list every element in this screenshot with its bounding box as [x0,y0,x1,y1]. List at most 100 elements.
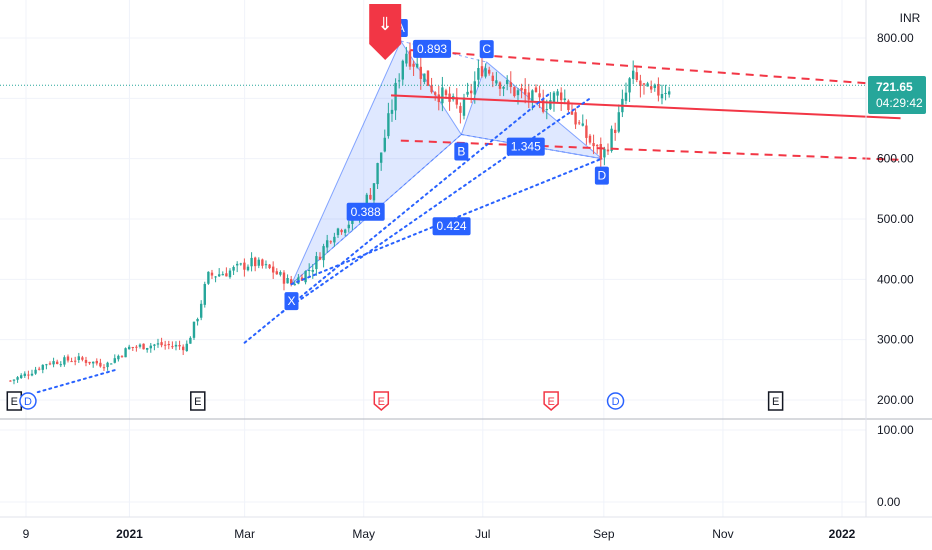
candle-body [243,262,246,270]
candle-body [63,357,66,365]
candle-body [347,224,350,229]
candle-body [210,272,214,276]
candle-body [41,364,44,370]
candle-body [592,143,595,147]
candle-body [84,359,88,363]
candle-body [441,87,444,104]
candle-body [246,266,250,271]
candle-body [59,364,62,366]
candle-body [649,86,653,90]
candle-body [318,256,322,260]
last-price-label: 721.65 [876,80,913,94]
candle-body [16,377,19,380]
candle-body [628,78,631,93]
event-marker-e: E [767,391,784,411]
candle-body [581,123,584,126]
candle-body [12,379,16,381]
lower-tick-label: 0.00 [877,495,901,509]
candle-body [520,88,523,91]
candle-body [646,83,649,87]
candle-body [156,343,160,345]
candle-body [304,270,307,283]
candle-body [203,283,206,305]
grid-lines [0,0,866,517]
candle-body [192,321,196,338]
candle-body [196,318,199,322]
time-tick-label: 2021 [116,527,143,541]
candle-body [401,60,404,80]
candle-body [174,344,178,347]
candle-body [217,274,221,277]
channel-lower-line [400,139,901,161]
pattern-point-label: C [482,42,491,56]
candle-body [412,63,415,67]
candle-body [444,90,448,96]
event-letter: D [24,396,32,408]
candle-body [138,344,142,347]
candle-body [88,361,91,364]
earnings-tag [543,391,559,411]
candle-body [189,337,192,344]
harmonic-pattern [291,39,604,285]
dotted-trend-line [36,368,117,394]
lower-tick-label: 100.00 [877,423,914,437]
pattern-point-b: B [454,142,469,161]
earnings-tag [373,391,390,411]
candle-body [185,343,188,352]
candle-body [271,266,275,273]
candle-body [95,360,98,364]
pattern-point-d: D [594,166,609,185]
candle-body [52,361,55,365]
event-marker-e: E [190,391,206,411]
candle-body [55,361,59,364]
candle-body [405,53,408,64]
price-tick-label: 300.00 [877,333,914,347]
down-arrow-icon: ⇓ [378,14,393,35]
candle-body [523,88,527,95]
candle-body [423,73,426,82]
candle-body [365,194,368,209]
candle-body [253,257,257,267]
candle-body [606,149,610,152]
ratio-label: 0.893 [413,39,452,58]
candle-body [257,259,260,266]
candle-body [135,346,138,348]
candle-body [225,273,228,277]
candle-body [430,85,433,93]
event-letter: E [772,396,779,408]
dividend-circle [19,392,37,410]
candle-body [642,83,646,85]
candle-body [315,256,318,270]
candle-body [102,367,106,369]
candle-body [484,68,487,77]
candle-body [491,75,494,81]
candle-body [19,375,23,379]
time-tick-label: 9 [23,527,30,541]
candle-body [595,145,599,147]
candle-body [77,356,80,361]
candle-body [142,343,145,350]
candle-body [232,267,235,271]
candle-body [585,125,588,138]
event-marker-e: E [543,391,559,411]
candle-body [311,270,314,272]
price-tick-label: 500.00 [877,212,914,226]
candle-body [556,91,559,96]
earnings-box [190,391,206,411]
candle-body [660,93,664,99]
time-tick-label: May [352,527,375,541]
channel-upper-line [410,49,901,87]
time-tick-label: Sep [593,527,615,541]
candle-body [124,348,127,358]
candle-body [610,128,613,151]
candle-body [325,240,329,248]
pattern-point-label: B [457,145,465,159]
candle-body [588,135,592,143]
currency-label: INR [900,11,921,25]
candle-body [426,70,430,86]
channel-middle-line [391,94,901,120]
candle-body [163,344,167,346]
